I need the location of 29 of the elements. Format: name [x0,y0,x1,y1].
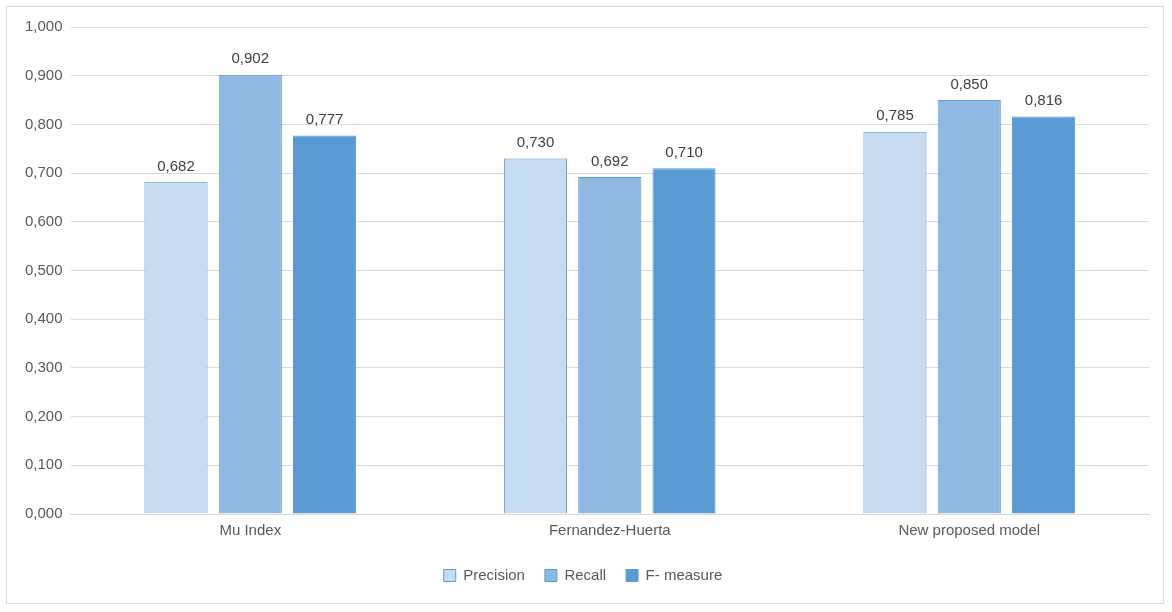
y-tick-label: 0,400 [24,309,63,327]
y-tick-label: 0,000 [24,504,63,522]
y-tick-label: 0,800 [24,114,63,132]
y-tick-label: 0,200 [24,406,63,424]
data-label: 0,710 [665,142,703,160]
x-tick-label: Mu Index [219,521,282,539]
y-tick-label: 0,100 [24,455,63,473]
data-label: 0,682 [157,156,195,174]
x-tick-label: Fernandez-Huerta [548,521,672,539]
data-label: 0,850 [950,74,989,92]
data-label: 0,816 [1024,91,1063,109]
bar [652,168,716,514]
data-label: 0,777 [305,110,344,128]
data-label: 0,902 [231,49,270,67]
legend-label: F- measure [645,565,723,583]
y-tick-label: 0,500 [24,260,63,278]
bar [1011,116,1076,514]
y-tick-label: 0,700 [24,163,63,181]
data-label: 0,785 [876,106,914,124]
bar [293,135,357,514]
legend-label: Recall [564,565,607,583]
y-tick-label: 0,300 [24,358,63,376]
data-label: 0,692 [590,151,629,169]
x-tick-label: New proposed model [898,521,1041,539]
data-label: 0,730 [516,133,555,151]
legend-label: Precision [463,565,525,583]
y-tick-label: 0,600 [24,211,63,229]
y-tick-label: 1,000 [24,17,63,35]
y-tick-label: 0,900 [24,65,63,83]
